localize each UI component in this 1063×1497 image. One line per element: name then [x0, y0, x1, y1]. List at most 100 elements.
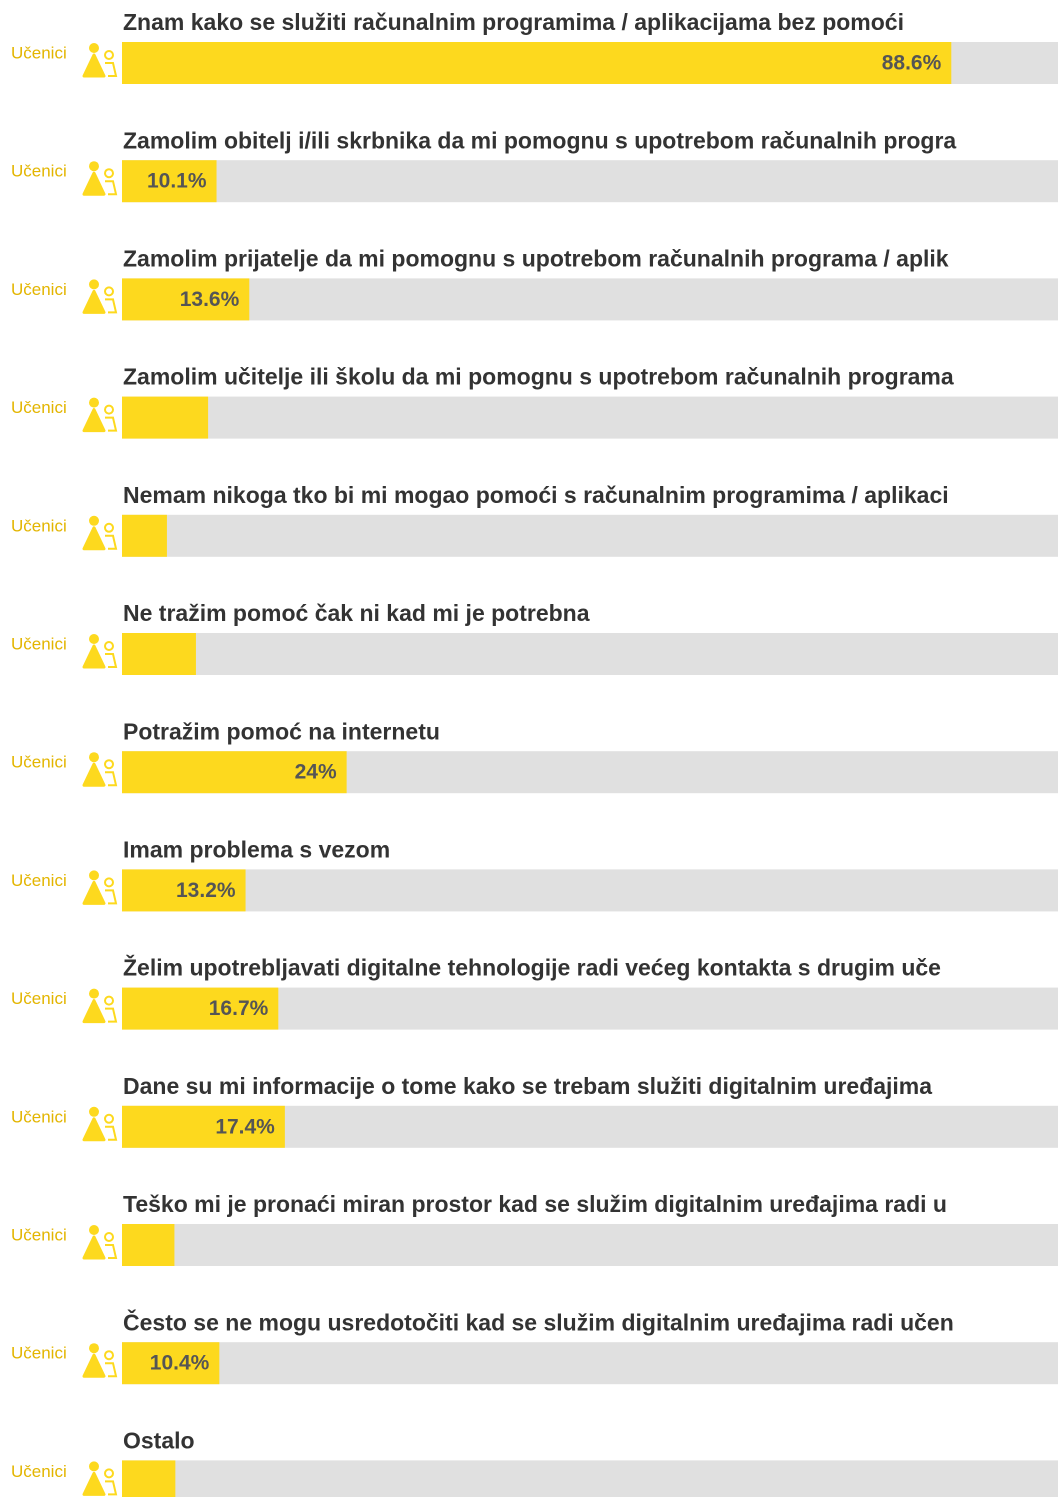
bar: [122, 514, 167, 557]
icon-body-2: [105, 889, 118, 905]
icon-body: [82, 999, 106, 1024]
person-icon: [82, 988, 118, 1024]
series-name: Učenici: [11, 43, 67, 62]
row-title: Teško mi je pronaći miran prostor kad se…: [123, 1191, 947, 1217]
icon-head-2: [104, 286, 114, 297]
value-label: 16.7%: [209, 997, 269, 1020]
icon-head-2: [104, 50, 114, 60]
icon-head-2: [104, 404, 114, 415]
icon-head-2: [104, 1232, 114, 1242]
icon-head: [89, 1225, 99, 1235]
icon-body: [82, 408, 106, 433]
bar: [122, 1105, 285, 1148]
value-label: 10.4%: [150, 1352, 210, 1375]
bar: [122, 1342, 220, 1385]
bar: [122, 633, 196, 675]
person-icon: [82, 1461, 118, 1496]
icon-head: [89, 752, 99, 763]
series-name: Učenici: [11, 1462, 67, 1481]
icon-body: [82, 289, 106, 314]
person-icon: [82, 634, 118, 669]
bar-track: [122, 869, 1058, 912]
bar: [122, 160, 217, 203]
icon-body-2: [105, 180, 118, 196]
series-name: Učenici: [11, 280, 67, 299]
value-label: 13.2%: [176, 879, 236, 902]
row-title: Želim upotrebljavati digitalne tehnologi…: [123, 954, 941, 981]
icon-head: [89, 1461, 99, 1472]
icon-body: [82, 644, 106, 669]
icon-body: [82, 1471, 106, 1496]
row-title: Ostalo: [123, 1427, 195, 1453]
series-name: Učenici: [11, 1107, 67, 1126]
row-title: Zamolim obitelj i/ili skrbnika da mi pom…: [123, 127, 956, 153]
icon-body: [82, 1353, 106, 1378]
icon-head: [89, 279, 99, 290]
icon-head: [89, 1343, 99, 1354]
icon-head-2: [104, 168, 114, 179]
icon-body-2: [105, 771, 118, 787]
series-name: Učenici: [11, 516, 67, 535]
bar: [122, 1224, 175, 1266]
row-title: Ne tražim pomoć čak ni kad mi je potrebn…: [123, 600, 590, 626]
icon-body-2: [105, 298, 118, 314]
bar: [122, 278, 250, 321]
icon-head-2: [104, 877, 114, 888]
icon-head: [89, 1106, 99, 1117]
icon-body-2: [105, 1007, 118, 1023]
person-icon: [82, 1225, 118, 1260]
icon-body: [82, 526, 106, 551]
row-title: Dane su mi informacije o tome kako se tr…: [123, 1073, 932, 1099]
value-label: 88.6%: [882, 52, 942, 75]
row-title: Često se ne mogu usredotočiti kad se slu…: [123, 1308, 954, 1335]
icon-body: [82, 1117, 106, 1142]
icon-head: [89, 43, 99, 53]
icon-body-2: [105, 1362, 118, 1378]
bar: [122, 396, 209, 439]
person-icon: [82, 43, 118, 78]
icon-head: [89, 988, 99, 999]
bar: [122, 1460, 176, 1497]
icon-body-2: [105, 416, 118, 432]
icon-body-2: [105, 1244, 118, 1259]
icon-body: [82, 762, 106, 787]
bar: [122, 751, 347, 794]
icon-body-2: [105, 1125, 118, 1141]
bar-track: [122, 1460, 1058, 1497]
icon-head-2: [104, 995, 114, 1006]
icon-head-2: [104, 1350, 114, 1361]
value-label: 10.1%: [147, 170, 207, 193]
bar: [122, 42, 952, 84]
icon-body: [82, 53, 106, 78]
series-name: Učenici: [11, 871, 67, 890]
person-icon: [82, 1343, 118, 1378]
row-title: Potražim pomoć na internetu: [123, 718, 440, 744]
person-icon: [82, 870, 118, 905]
series-name: Učenici: [11, 989, 67, 1008]
bar-track: [122, 396, 1058, 439]
bar-track: [122, 633, 1058, 675]
icon-head: [89, 515, 99, 526]
bar-track: [122, 1342, 1058, 1385]
bar-track: [122, 514, 1058, 557]
person-icon: [82, 752, 118, 787]
icon-body-2: [105, 534, 118, 550]
row-title: Imam problema s vezom: [123, 836, 390, 862]
series-name: Učenici: [11, 162, 67, 181]
bar-track: [122, 160, 1058, 203]
series-name: Učenici: [11, 634, 67, 653]
value-label: 17.4%: [215, 1115, 275, 1138]
person-icon: [82, 515, 118, 551]
icon-head: [89, 634, 99, 644]
icon-body: [82, 880, 106, 905]
series-name: Učenici: [11, 753, 67, 772]
icon-head-2: [104, 759, 114, 770]
icon-body-2: [105, 1480, 118, 1496]
bar-track: [122, 1224, 1058, 1266]
person-icon: [82, 1106, 118, 1142]
row-title: Nemam nikoga tko bi mi mogao pomoći s ra…: [123, 482, 949, 508]
icon-head: [89, 870, 99, 881]
series-name: Učenici: [11, 398, 67, 417]
icon-head-2: [104, 1113, 114, 1124]
